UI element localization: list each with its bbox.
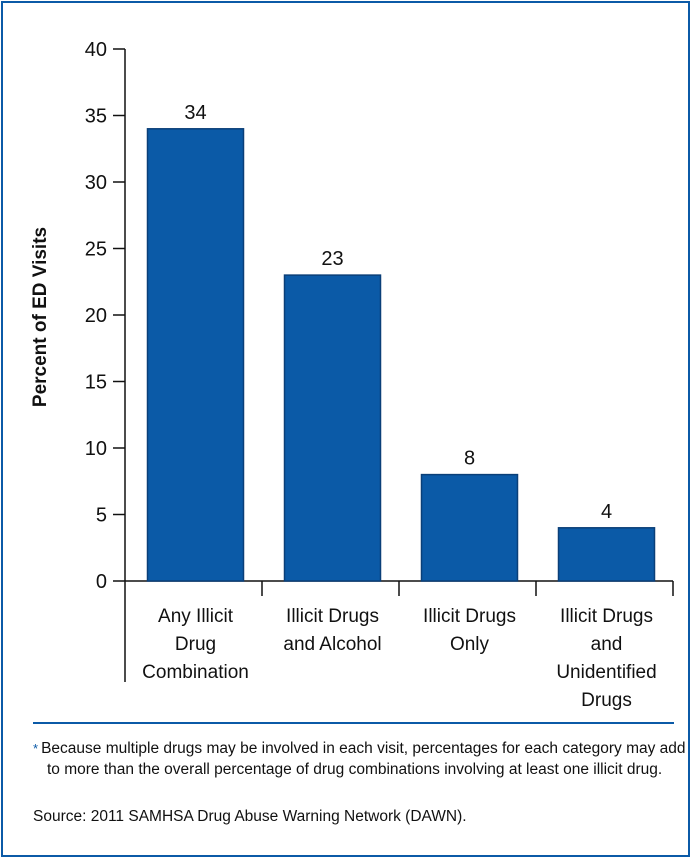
- footnote-source: Source: 2011 SAMHSA Drug Abuse Warning N…: [33, 808, 467, 825]
- bar-value-label: 8: [464, 448, 475, 470]
- x-category-label: Drug: [175, 634, 216, 655]
- y-tick-label: 5: [96, 505, 107, 527]
- y-axis-title: Percent of ED Visits: [30, 227, 51, 407]
- bar: [557, 527, 656, 582]
- y-tick-label: 15: [85, 372, 107, 394]
- bar-value-label: 34: [184, 102, 206, 124]
- y-tick-label: 35: [85, 106, 107, 128]
- bar: [420, 473, 519, 582]
- footnote-marker: *: [33, 741, 39, 756]
- x-category-label: Unidentified: [556, 662, 656, 683]
- footnote-note-text: Because multiple drugs may be involved i…: [41, 740, 686, 778]
- y-tick-label: 30: [85, 172, 107, 194]
- x-category-label: Any Illicit: [158, 606, 234, 627]
- x-category-label: Only: [450, 634, 490, 655]
- bar: [283, 274, 382, 582]
- bar-value-label: 4: [601, 501, 612, 523]
- footnote-divider: [33, 722, 674, 724]
- y-tick-label: 20: [85, 305, 107, 327]
- bar-chart: 0 5 10 15 20 25 30 35 40 Percent of ED Visits 34 An…: [30, 39, 674, 711]
- bar-value-label: 23: [321, 248, 343, 270]
- y-tick-label: 25: [85, 239, 107, 261]
- y-tick-label: 40: [85, 39, 107, 61]
- x-category-label: and Alcohol: [283, 634, 381, 655]
- footnote-note: * Because multiple drugs may be involved …: [33, 738, 687, 780]
- bar: [146, 128, 245, 582]
- x-category-label: Illicit Drugs: [560, 606, 653, 627]
- x-category-label: Illicit Drugs: [423, 606, 516, 627]
- x-category-label: and: [591, 634, 623, 655]
- x-category-label: Illicit Drugs: [286, 606, 379, 627]
- y-tick-label: 0: [96, 571, 107, 593]
- x-category-label: Combination: [142, 662, 249, 683]
- y-tick-label: 10: [85, 438, 107, 460]
- x-category-label: Drugs: [581, 690, 632, 711]
